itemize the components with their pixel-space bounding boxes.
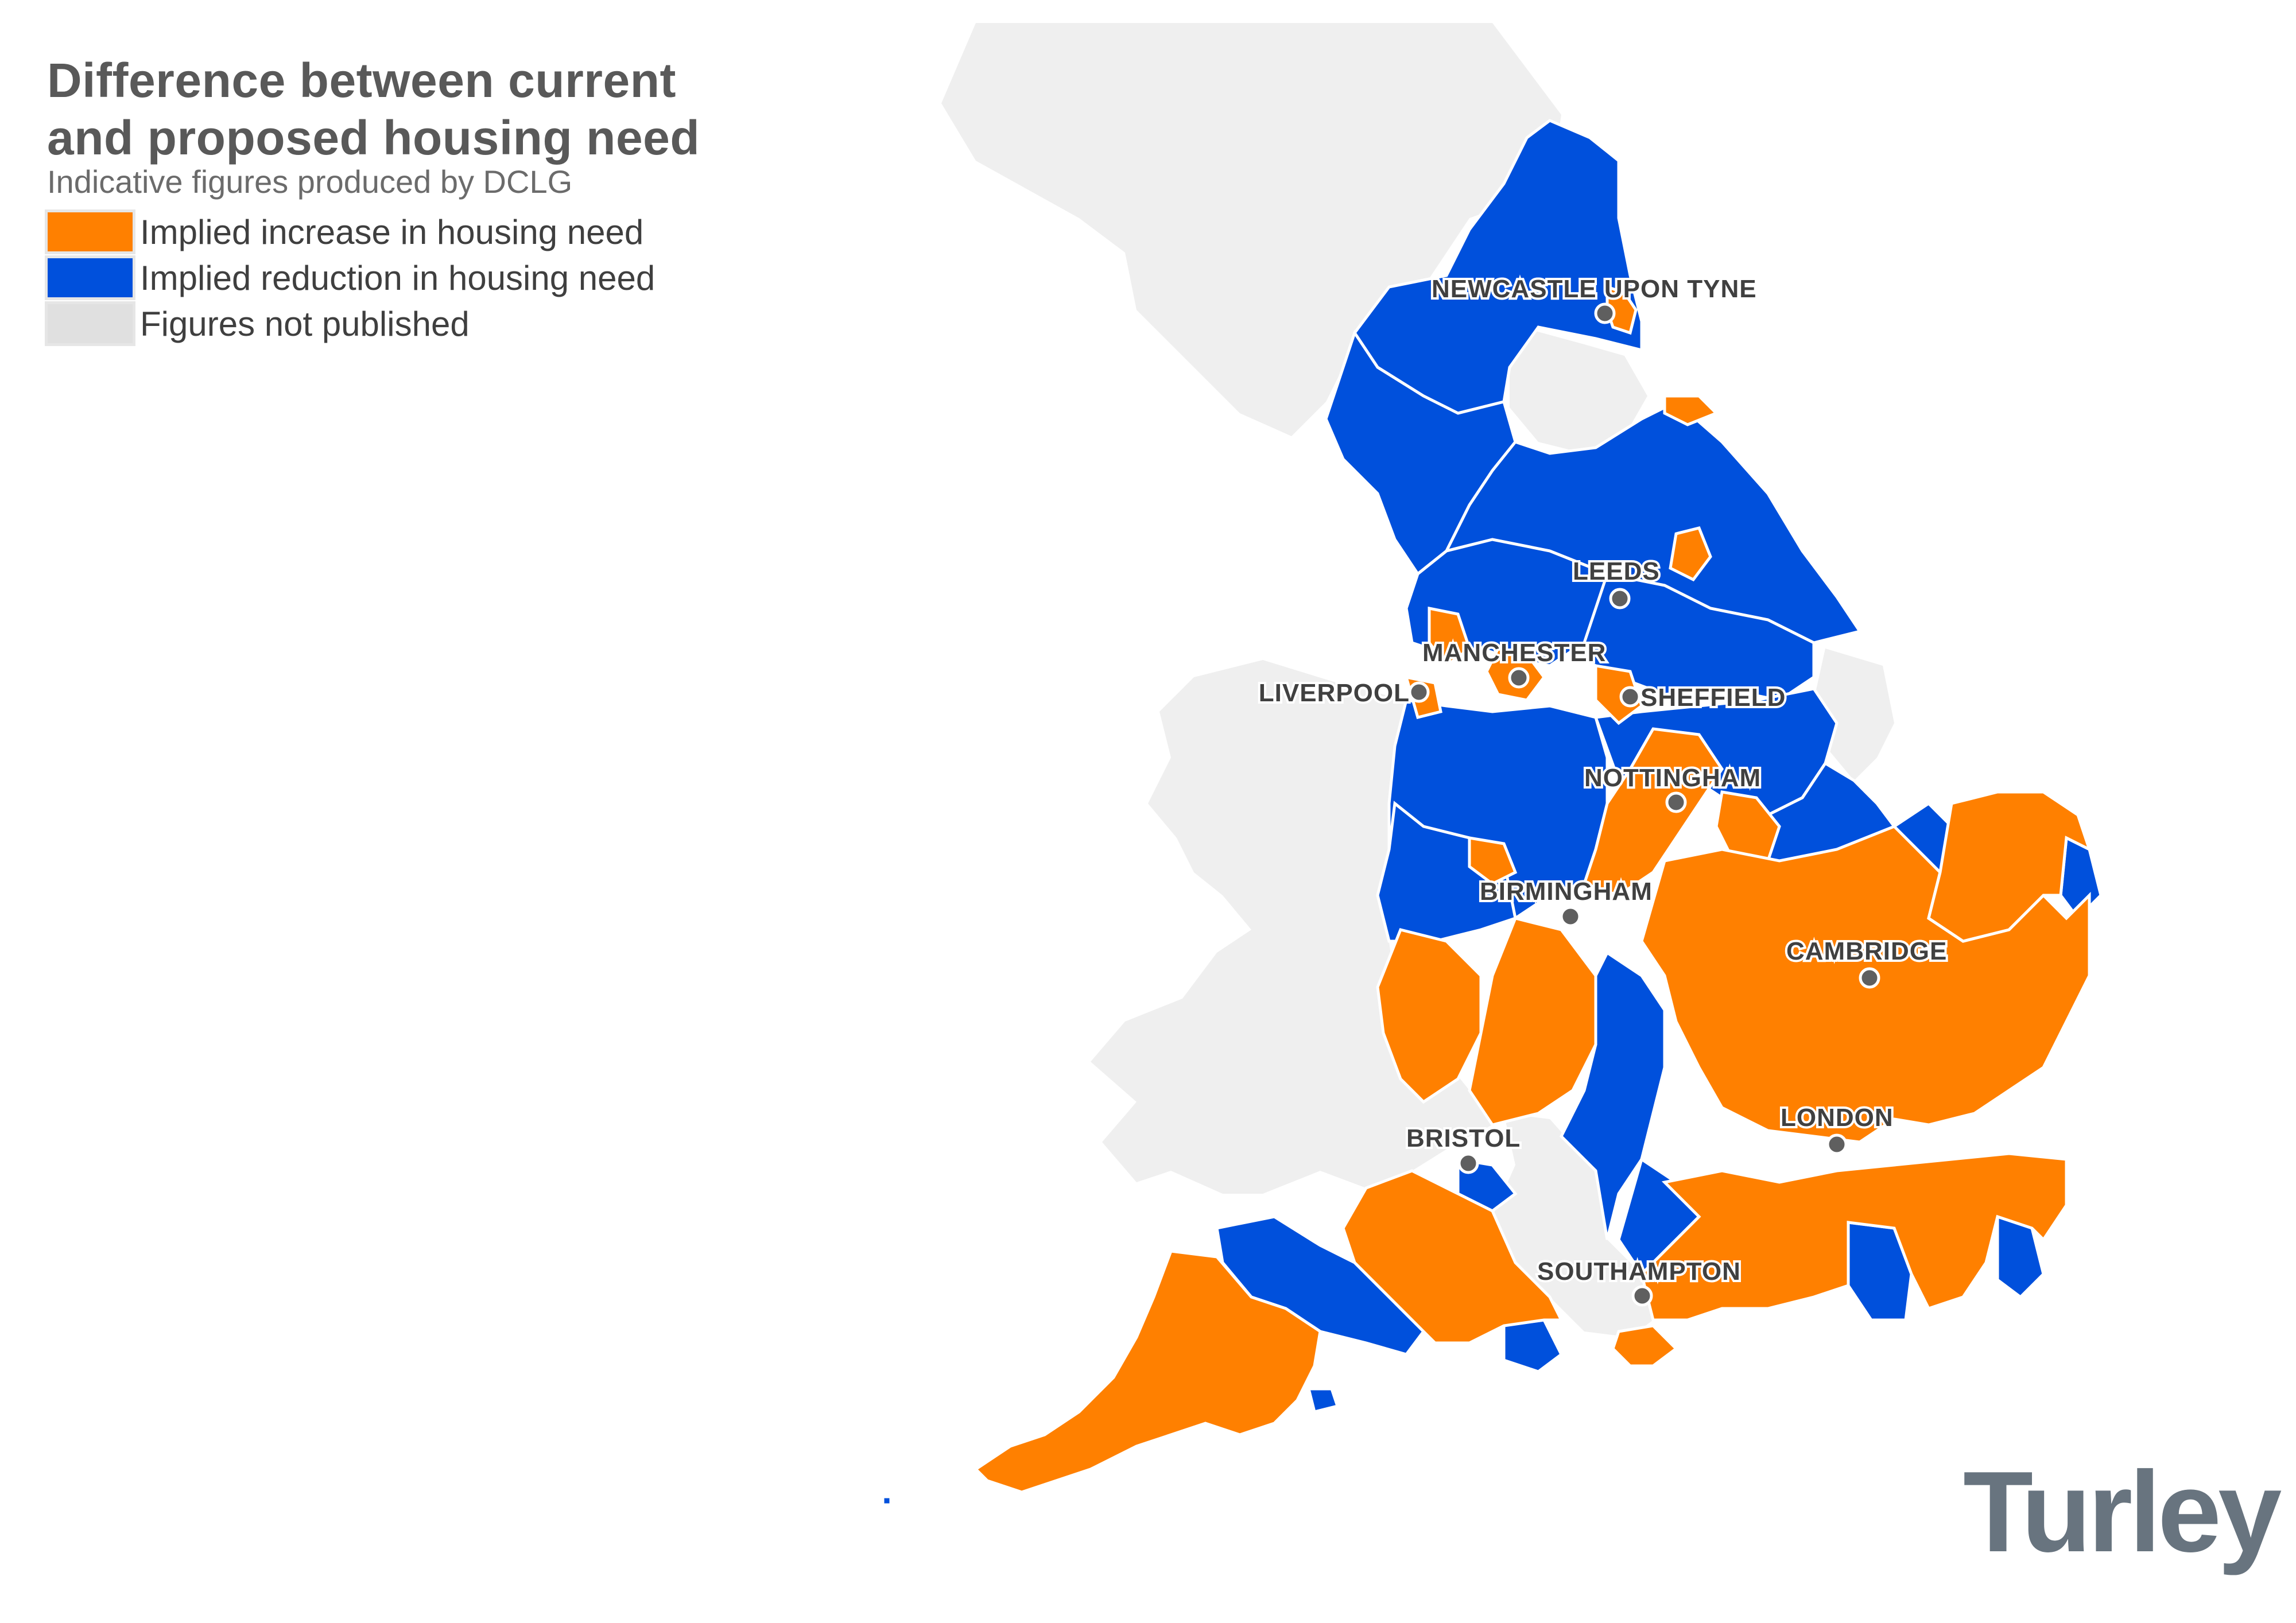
city-dot — [1631, 1285, 1653, 1307]
city-dot — [1859, 967, 1880, 989]
region-herefordshire — [1376, 928, 1483, 1104]
city-label: SOUTHAMPTON — [1537, 1257, 1741, 1286]
region-york — [1669, 526, 1712, 582]
legend: Implied increase in housing need Implied… — [45, 209, 655, 347]
city-dot — [1619, 686, 1641, 708]
city-birmingham: BIRMINGHAM — [1477, 875, 1654, 927]
region-scilly — [881, 1495, 893, 1506]
city-markers: NEWCASTLE UPON TYNE LEEDS MANCHESTER LIV… — [1256, 273, 1949, 1307]
map-subtitle: Indicative figures produced by DCLG — [47, 164, 573, 200]
region-shropshire — [1376, 801, 1517, 943]
not-published-wiltshire — [1492, 1113, 1653, 1337]
legend-label: Implied reduction in housing need — [140, 258, 656, 297]
wales-landmass — [1091, 660, 1492, 1194]
legend-swatch-blue — [45, 255, 135, 300]
city-dot — [1508, 667, 1530, 689]
legend-item-reduction: Implied reduction in housing need — [45, 255, 655, 300]
city-london: LONDON — [1778, 1101, 1895, 1155]
legend-item-increase: Implied increase in housing need — [45, 209, 655, 254]
title-line-1: Difference between current — [47, 53, 676, 107]
city-label: NEWCASTLE UPON TYNE — [1432, 275, 1757, 303]
city-label: NOTTINGHAM — [1584, 764, 1761, 792]
city-dot — [1594, 302, 1616, 324]
region-redcar — [1663, 394, 1719, 426]
background-land — [941, 23, 1894, 1337]
legend-label: Implied increase in housing need — [140, 212, 644, 251]
city-dot — [1826, 1133, 1848, 1155]
region-sheffield-area — [1594, 664, 1643, 725]
city-label: CAMBRIDGE — [1786, 937, 1947, 965]
not-published-lincolnshire — [1814, 649, 1894, 781]
region-norfolk — [1927, 790, 2092, 943]
region-lancashire-preston — [1428, 606, 1471, 668]
region-isle-of-wight — [1611, 1324, 1678, 1368]
legend-item-not-published: Figures not published — [45, 301, 655, 346]
region-somerset-dorset — [1341, 1169, 1564, 1345]
city-cambridge: CAMBRIDGE — [1784, 935, 1949, 989]
scotland-landmass — [941, 23, 1561, 436]
city-leeds: LEEDS — [1570, 555, 1662, 609]
region-south-east — [1640, 1152, 2068, 1322]
region-east-midlands — [1582, 727, 1724, 897]
region-exeter-small — [1306, 1387, 1340, 1414]
city-dot — [1665, 791, 1687, 813]
city-label: LONDON — [1781, 1104, 1894, 1132]
city-dot — [1609, 588, 1631, 609]
city-nottingham: NOTTINGHAM — [1582, 762, 1763, 813]
city-sheffield: SHEFFIELD — [1619, 681, 1787, 714]
region-dorset-purbeck — [1502, 1318, 1564, 1373]
region-oxfordshire-wilts — [1559, 950, 1666, 1240]
city-dot — [1457, 1152, 1479, 1174]
city-liverpool: LIVERPOOL — [1256, 677, 1430, 709]
region-stafford — [1468, 836, 1518, 886]
city-label: LIVERPOOL — [1259, 679, 1410, 707]
title-line-2: and proposed housing need — [47, 111, 700, 165]
city-dot — [1408, 681, 1430, 703]
city-label: MANCHESTER — [1422, 639, 1606, 667]
legend-label: Figures not published — [140, 304, 470, 343]
city-southampton: SOUTHAMPTON — [1535, 1255, 1743, 1307]
increase-regions — [974, 285, 2092, 1494]
city-label: LEEDS — [1573, 557, 1660, 585]
city-dot — [1560, 906, 1581, 927]
turley-logo: Turley — [1963, 1448, 2282, 1576]
region-worcs-glos — [1468, 917, 1597, 1127]
city-newcastle: NEWCASTLE UPON TYNE — [1429, 273, 1759, 324]
city-manchester: MANCHESTER — [1420, 636, 1608, 689]
region-devon-cornwall — [974, 1249, 1322, 1494]
city-bristol: BRISTOL — [1404, 1122, 1522, 1174]
city-label: SHEFFIELD — [1640, 684, 1786, 712]
legend-swatch-grey — [45, 301, 135, 346]
city-label: BIRMINGHAM — [1480, 877, 1653, 906]
city-label: BRISTOL — [1406, 1124, 1521, 1152]
legend-swatch-orange — [45, 209, 135, 254]
not-published-north-pennines — [1510, 327, 1647, 453]
map-title: Difference between current and proposed … — [47, 52, 700, 166]
